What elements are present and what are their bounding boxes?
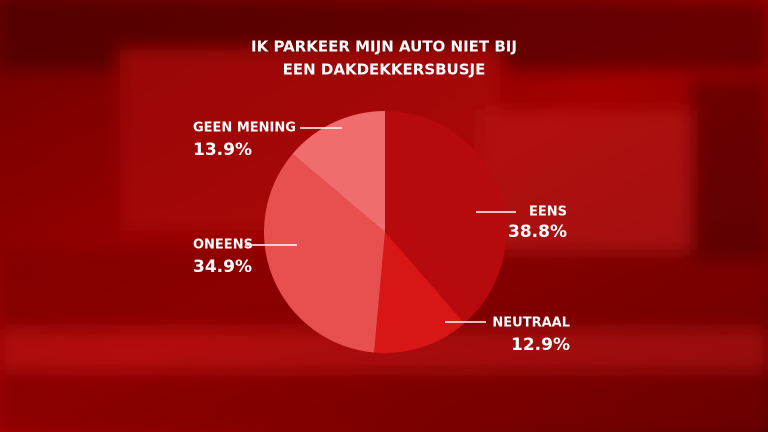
- chart-title: IK PARKEER MIJN AUTO NIET BIJ: [251, 38, 517, 56]
- chart-title: EEN DAKDEKKERSBUSJE: [283, 61, 486, 79]
- value-label: 34.9%: [193, 257, 252, 277]
- value-label: 38.8%: [508, 222, 567, 242]
- slice-label: NEUTRAAL: [492, 316, 570, 331]
- value-label: 12.9%: [511, 335, 570, 355]
- slice-label: EENS: [529, 205, 567, 220]
- pie-slice: [374, 232, 465, 353]
- pie-slice: [385, 111, 506, 324]
- pie-slice: [292, 111, 385, 232]
- slice-label: ONEENS: [193, 238, 253, 253]
- slice-label: GEEN MENING: [193, 121, 296, 136]
- value-label: 13.9%: [193, 140, 252, 160]
- pie-slice: [264, 153, 385, 353]
